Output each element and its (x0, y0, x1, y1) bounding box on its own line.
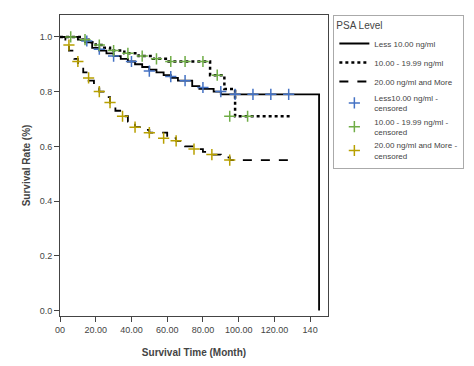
svg-text:10.00 - 19.99 ng/ml -censored: 10.00 - 19.99 ng/ml -censored (374, 118, 448, 137)
svg-text:Survival Time (Month): Survival Time (Month) (142, 347, 246, 358)
svg-text:Less10.00 ng/ml -censored: Less10.00 ng/ml -censored (374, 94, 438, 113)
svg-text:0.8: 0.8 (40, 87, 53, 97)
svg-text:Survival Rate (%): Survival Rate (%) (21, 125, 32, 207)
svg-text:PSA Level: PSA Level (336, 20, 382, 31)
svg-text:20.00: 20.00 (84, 325, 107, 335)
svg-text:0.4: 0.4 (40, 196, 53, 206)
svg-text:20.00 ng/ml and More -censored: 20.00 ng/ml and More -censored (374, 141, 457, 160)
svg-text:0.2: 0.2 (40, 251, 53, 261)
svg-text:140: 140 (303, 325, 318, 335)
svg-text:60.00: 60.00 (156, 325, 179, 335)
svg-text:0.6: 0.6 (40, 142, 53, 152)
svg-text:80.00: 80.00 (192, 325, 215, 335)
svg-text:Less 10.00 ng/ml: Less 10.00 ng/ml (374, 40, 435, 49)
svg-text:1.0: 1.0 (40, 32, 53, 42)
svg-text:40.00: 40.00 (120, 325, 143, 335)
svg-text:120.00: 120.00 (261, 325, 289, 335)
svg-text:00: 00 (55, 325, 65, 335)
svg-text:0.0: 0.0 (40, 306, 53, 316)
svg-text:100.00: 100.00 (225, 325, 253, 335)
svg-text:20.00 ng/ml and More: 20.00 ng/ml and More (374, 78, 452, 87)
svg-text:10.00 - 19.99 ng/ml: 10.00 - 19.99 ng/ml (374, 59, 443, 68)
